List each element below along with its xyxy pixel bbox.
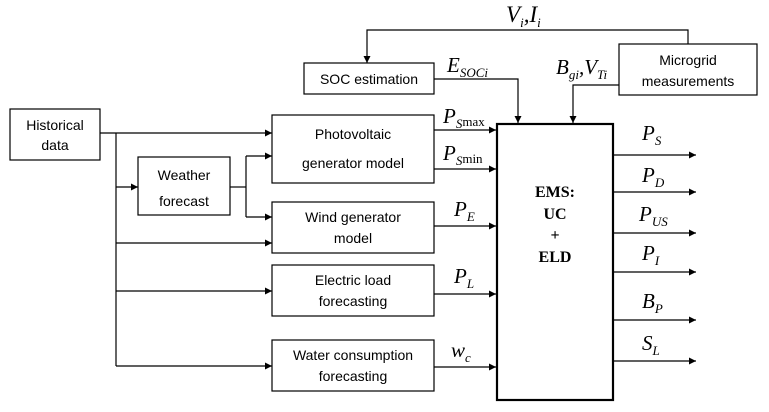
wind-model-block: Wind generator model: [271, 201, 435, 254]
microgrid-measurements-block: Microgrid measurements: [618, 43, 758, 96]
signal-psmax-label: PSmax: [442, 104, 485, 131]
line-soc-to-ems: [434, 78, 522, 123]
pv-model-label-line1: Photovoltaic: [315, 126, 391, 142]
signal-vi-label: Vi,Ii: [506, 2, 541, 30]
ems-box: [495, 122, 615, 402]
signal-pl-label: PL: [453, 264, 474, 291]
output-ps-label: PS: [641, 121, 662, 148]
ems-label-line4: ELD: [539, 249, 572, 266]
wind-model-box: [271, 201, 435, 254]
weather-forecast-block: Weather forecast: [137, 156, 231, 216]
water-forecasting-block: Water consumption forecasting: [271, 339, 435, 392]
load-forecasting-label-line1: Electric load: [315, 272, 391, 288]
soc-estimation-label: SOC estimation: [320, 71, 418, 87]
historical-data-label-line1: Historical: [26, 117, 84, 133]
signal-pe-label: PE: [453, 197, 475, 224]
pv-model-block: Photovoltaic generator model: [271, 114, 435, 184]
ems-block: EMS: UC + ELD: [495, 122, 615, 402]
output-pus-label: PUS: [638, 202, 668, 229]
weather-forecast-label-line1: Weather: [158, 167, 211, 183]
line-measurements-to-ems: [569, 84, 619, 123]
output-pi-label: PI: [641, 241, 660, 268]
wind-model-label-line1: Wind generator: [305, 209, 401, 225]
soc-estimation-box: [303, 62, 435, 95]
weather-forecast-label-line2: forecast: [159, 193, 209, 209]
historical-data-block: Historical data: [9, 108, 101, 161]
microgrid-measurements-box: [618, 43, 758, 96]
ems-label-line3: +: [550, 227, 559, 244]
historical-data-label-line2: data: [41, 137, 68, 153]
connection-lines: [100, 29, 696, 371]
pv-model-box: [271, 114, 435, 184]
ems-label-line1: EMS:: [535, 184, 575, 201]
pv-model-label-line2: generator model: [302, 155, 404, 171]
signal-esoc-label: ESOCi: [446, 53, 488, 80]
output-sl-label: SL: [642, 331, 660, 358]
microgrid-measurements-label-line2: measurements: [642, 73, 735, 89]
soc-estimation-block: SOC estimation: [303, 62, 435, 95]
wind-model-label-line2: model: [334, 230, 372, 246]
signal-psmin-label: PSmin: [442, 141, 483, 168]
signal-wc-label: wc: [451, 338, 471, 365]
output-bp-label: BP: [642, 289, 663, 316]
weather-forecast-box: [137, 156, 231, 216]
ems-label-line2: UC: [543, 206, 566, 223]
signal-bv-label: Bgi,VTi: [556, 55, 608, 82]
water-forecasting-label-line1: Water consumption: [293, 347, 413, 363]
microgrid-measurements-label-line1: Microgrid: [659, 52, 717, 68]
load-forecasting-box: [271, 264, 435, 317]
water-forecasting-box: [271, 339, 435, 392]
output-pd-label: PD: [641, 163, 665, 190]
water-forecasting-label-line2: forecasting: [319, 368, 387, 384]
load-forecasting-block: Electric load forecasting: [271, 264, 435, 317]
load-forecasting-label-line2: forecasting: [319, 293, 387, 309]
historical-data-box: [9, 108, 101, 161]
